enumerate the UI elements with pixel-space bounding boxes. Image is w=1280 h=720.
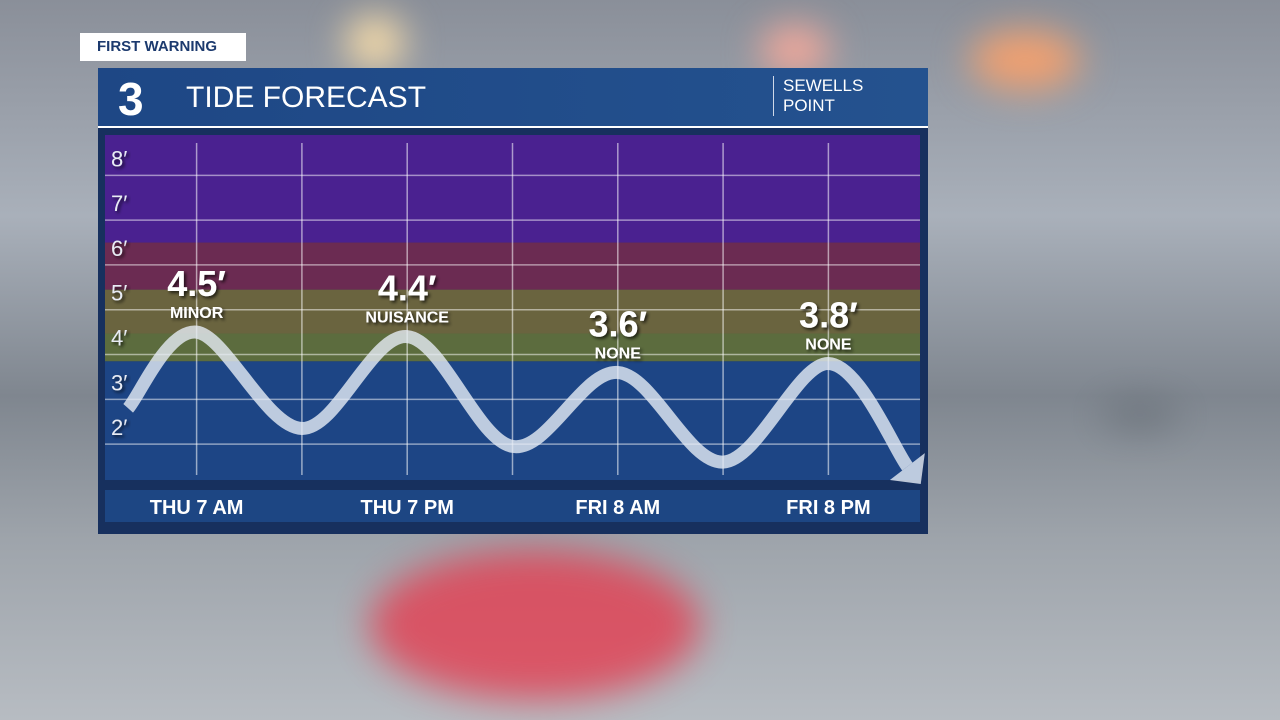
x-tick-label: THU 7 PM: [361, 497, 454, 519]
location-line: POINT: [783, 96, 835, 115]
curve-arrowhead: [889, 453, 925, 485]
y-tick-label: 3′: [111, 370, 127, 395]
x-tick-label: FRI 8 PM: [786, 497, 870, 519]
y-tick-label: 2′: [111, 415, 127, 440]
x-tick-label: THU 7 AM: [150, 497, 244, 519]
x-tick-label: FRI 8 AM: [575, 497, 660, 519]
tag: FIRST WARNING: [80, 33, 246, 61]
y-tick-label: 5′: [111, 281, 127, 306]
category-bar: [105, 490, 920, 522]
value-label: 4.4′: [378, 268, 437, 309]
tide-curve: [122, 325, 913, 471]
logo: 3: [118, 73, 144, 125]
status-label: NUISANCE: [365, 310, 449, 327]
value-label: 3.6′: [588, 303, 647, 344]
status-label: NONE: [595, 345, 642, 362]
title: TIDE FORECAST: [186, 81, 427, 114]
header: 3 TIDE FORECAST SEWELLS POINT: [98, 68, 928, 128]
location: SEWELLS POINT: [773, 76, 863, 116]
value-label: 3.8′: [799, 295, 858, 336]
y-tick-label: 8′: [111, 146, 127, 171]
y-tick-label: 4′: [111, 326, 127, 351]
value-label: 4.5′: [167, 263, 226, 304]
y-tick-label: 6′: [111, 236, 127, 261]
location-line: SEWELLS: [783, 76, 864, 95]
status-label: MINOR: [170, 305, 224, 322]
status-label: NONE: [805, 337, 852, 354]
y-tick-label: 7′: [111, 191, 127, 216]
